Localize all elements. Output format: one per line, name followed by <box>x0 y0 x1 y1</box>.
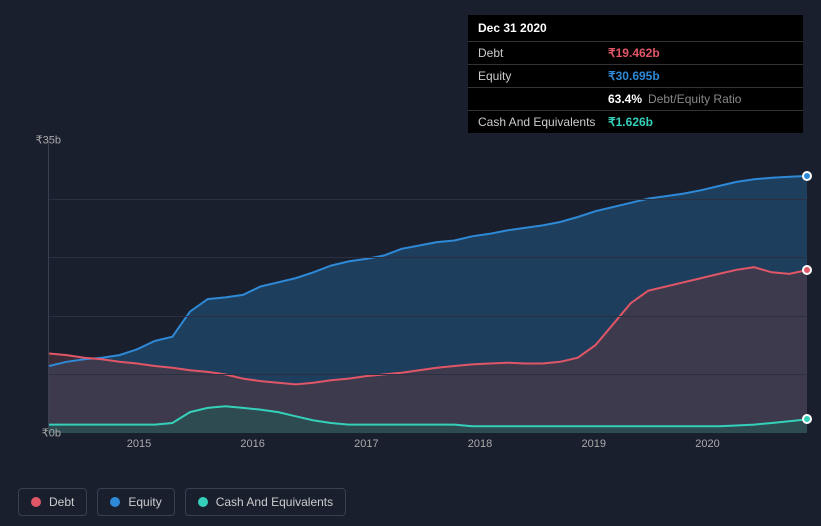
tooltip-row-label: Debt <box>478 46 608 60</box>
tooltip-row-value: 63.4% <box>608 92 642 106</box>
tooltip-date: Dec 31 2020 <box>468 15 803 41</box>
x-axis-label: 2017 <box>354 438 378 450</box>
tooltip-row-value: ₹19.462b <box>608 46 660 60</box>
chart-svg <box>49 140 807 433</box>
legend-item-cash[interactable]: Cash And Equivalents <box>185 488 346 516</box>
legend-dot-icon <box>198 497 208 507</box>
x-axis: 2015 2016 2017 2018 2019 2020 <box>48 438 806 458</box>
tooltip-row-value: ₹1.626b <box>608 115 653 129</box>
legend-label: Debt <box>49 495 74 509</box>
tooltip-row-label <box>478 92 608 106</box>
tooltip-row-label: Cash And Equivalents <box>478 115 608 129</box>
gridline <box>49 374 806 375</box>
cash-end-marker <box>802 414 812 424</box>
tooltip-row-label: Equity <box>478 69 608 83</box>
chart-plot-area[interactable]: ₹35b₹0b <box>48 140 806 433</box>
legend-item-equity[interactable]: Equity <box>97 488 174 516</box>
legend-label: Equity <box>128 495 161 509</box>
equity-end-marker <box>802 171 812 181</box>
tooltip-row-suffix: Debt/Equity Ratio <box>648 92 741 106</box>
tooltip-row: 63.4% Debt/Equity Ratio <box>468 87 803 110</box>
tooltip-row: Cash And Equivalents₹1.626b <box>468 110 803 133</box>
tooltip-row: Equity₹30.695b <box>468 64 803 87</box>
chart-legend: Debt Equity Cash And Equivalents <box>18 488 346 516</box>
tooltip-row-value: ₹30.695b <box>608 69 660 83</box>
legend-dot-icon <box>31 497 41 507</box>
legend-dot-icon <box>110 497 120 507</box>
x-axis-label: 2019 <box>582 438 606 450</box>
legend-label: Cash And Equivalents <box>216 495 333 509</box>
x-axis-label: 2016 <box>240 438 264 450</box>
legend-item-debt[interactable]: Debt <box>18 488 87 516</box>
data-tooltip: Dec 31 2020 Debt₹19.462bEquity₹30.695b63… <box>468 15 803 133</box>
gridline <box>49 257 806 258</box>
x-axis-label: 2015 <box>127 438 151 450</box>
debt-end-marker <box>802 265 812 275</box>
gridline <box>49 199 806 200</box>
y-axis-label: ₹35b <box>36 134 61 147</box>
x-axis-label: 2018 <box>468 438 492 450</box>
tooltip-row: Debt₹19.462b <box>468 41 803 64</box>
chart-container: ₹35b₹0b 2015 2016 2017 2018 2019 2020 <box>18 120 806 470</box>
x-axis-label: 2020 <box>695 438 719 450</box>
gridline <box>49 316 806 317</box>
